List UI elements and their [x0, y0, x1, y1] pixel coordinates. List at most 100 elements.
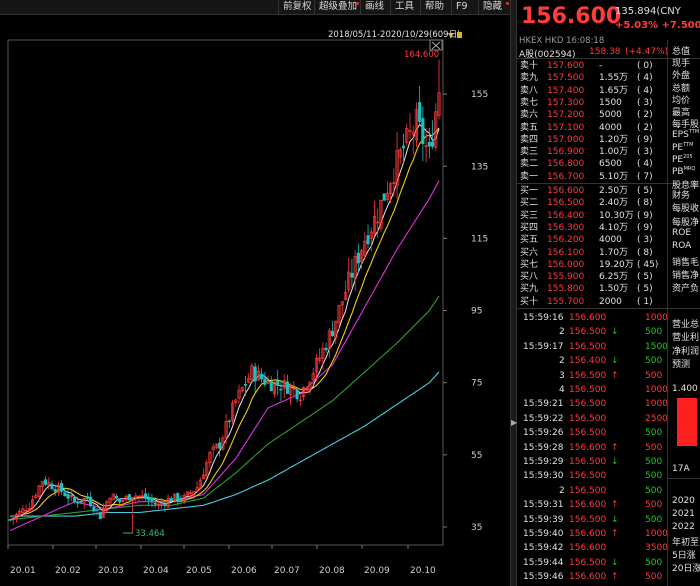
trade-volume: 500	[645, 572, 663, 583]
chart-close-icon[interactable]	[429, 39, 443, 51]
trade-time: 4	[559, 385, 565, 395]
bid-row[interactable]: 买三 156.400 10.30万( 9)	[517, 210, 700, 222]
ask-price: 156.700	[547, 171, 585, 182]
bid-row[interactable]: 买九 155.800 1.50万 ( 5)	[517, 283, 700, 295]
ask-row[interactable]: 卖二 156.800 6500 ( 4)	[517, 158, 700, 170]
bid-row[interactable]: 买十 155.700 2000 ( 1)	[517, 296, 700, 308]
y-tick-label: 155	[471, 90, 488, 100]
trade-direction-icon: ↑	[611, 572, 619, 583]
ask-row[interactable]: 卖四 157.000 1.20万 ( 9)	[517, 134, 700, 146]
trade-row[interactable]: 15:59:46 156.600 ↑ 500	[517, 571, 700, 583]
candle-body	[221, 437, 225, 450]
trade-row[interactable]: 4 156.500 1000	[517, 384, 700, 396]
candle-body	[214, 443, 218, 448]
toolbar-f9-button[interactable]: F9	[451, 0, 472, 14]
toolbar-forward-adjust-button[interactable]: 前复权	[278, 0, 316, 14]
fundamental-label: PETTM	[672, 141, 694, 153]
toolbar-super-overlay-button[interactable]: 超级叠加	[314, 0, 361, 14]
bid-volume: 1.50万	[599, 284, 629, 295]
trade-row[interactable]: 15:59:16 156.600 1000	[517, 312, 700, 324]
toolbar-tools-button[interactable]: 工具	[390, 0, 418, 14]
trade-row[interactable]: 3 156.500 ↑ 500	[517, 370, 700, 382]
y-tick-label: 135	[471, 162, 488, 172]
panel-collapse-handle[interactable]	[510, 0, 517, 586]
ask-volume: 1500	[599, 97, 622, 108]
ask-volume: 1.65万	[599, 85, 629, 96]
toolbar-help-button[interactable]: 帮助	[420, 0, 448, 14]
x-tick-label: 20.05	[186, 566, 212, 576]
trade-row[interactable]: 15:59:29 156.500 ↓ 500	[517, 456, 700, 468]
ask-volume: -	[599, 61, 603, 71]
ask-price: 156.900	[547, 147, 585, 158]
trade-price: 156.500	[569, 399, 607, 410]
trade-row[interactable]: 15:59:40 156.600 ↑ 1000	[517, 528, 700, 540]
bid-row[interactable]: 买五 156.200 4000 ( 3)	[517, 234, 700, 246]
bid-row[interactable]: 买八 155.900 6.25万 ( 5)	[517, 271, 700, 283]
trade-row[interactable]: 15:59:44 156.500 ↓ 500	[517, 557, 700, 569]
trade-row[interactable]: 2 156.400 ↓ 500	[517, 355, 700, 367]
trade-time: 15:59:29	[523, 457, 564, 467]
ask-row[interactable]: 卖六 157.200 5000 ( 2)	[517, 109, 700, 121]
ask-order-count: ( 9)	[637, 134, 653, 145]
candle-body	[208, 451, 212, 463]
candle-body	[11, 517, 15, 521]
exchange-info: HKEX HKD 16:08:18	[519, 36, 605, 46]
chart-dropdown-icon[interactable]	[448, 33, 454, 38]
trade-price: 156.600	[569, 529, 607, 539]
trade-volume: 1000	[645, 529, 668, 539]
trade-time: 15:59:39	[523, 514, 564, 525]
candle-body	[137, 495, 141, 498]
bid-row[interactable]: 买一 156.600 2.50万 ( 5)	[517, 185, 700, 197]
ask-row[interactable]: 卖三 156.900 1.00万 ( 3)	[517, 146, 700, 158]
bid-row[interactable]: 买二 156.500 2.40万 ( 8)	[517, 197, 700, 209]
bid-order-count: ( 3)	[637, 235, 653, 246]
bid-row[interactable]: 买四 156.300 4.10万 ( 9)	[517, 222, 700, 234]
ask-row[interactable]: 卖八 157.400 1.65万 ( 4)	[517, 85, 700, 97]
ask-row[interactable]: 卖五 157.100 4000 ( 2)	[517, 122, 700, 134]
candle-body	[356, 252, 360, 264]
candle-body	[266, 381, 270, 384]
candle-body	[76, 501, 80, 504]
ask-row[interactable]: 卖七 157.300 1500 ( 3)	[517, 97, 700, 109]
trade-row[interactable]: 15:59:21 156.500 1000	[517, 398, 700, 410]
candle-body	[256, 370, 260, 381]
bid-order-count: ( 45)	[637, 259, 659, 270]
trade-row[interactable]: 15:59:30 156.500 500	[517, 470, 700, 482]
trade-time: 15:59:30	[523, 471, 564, 482]
trade-row[interactable]: 15:59:42 156.600 3500	[517, 542, 700, 554]
ask-row[interactable]: 卖一 156.700 5.10万 ( 7)	[517, 171, 700, 183]
candle-body	[231, 402, 235, 421]
candle-body	[192, 491, 196, 496]
fundamental-label: 每手股	[672, 120, 700, 131]
ask-volume: 4000	[599, 122, 622, 133]
trade-row[interactable]: 2 156.500 ↓ 500	[517, 326, 700, 338]
trade-row[interactable]: 15:59:28 156.600 ↑ 500	[517, 442, 700, 454]
bid-row[interactable]: 买七 156.000 19.20万( 45)	[517, 259, 700, 271]
trade-row[interactable]: 2 156.500 500	[517, 485, 700, 497]
chart-lock-icon[interactable]	[457, 32, 462, 38]
candle-body	[250, 365, 254, 380]
candle-body	[389, 183, 393, 194]
toolbar-hide-button[interactable]: 隐藏	[478, 0, 506, 14]
trade-row[interactable]: 15:59:17 156.500 1500	[517, 341, 700, 353]
collapse-arrow-icon[interactable]: ▶	[511, 418, 518, 427]
a-share-label[interactable]: A股(002594)	[519, 50, 576, 60]
trade-row[interactable]: 15:59:22 156.500 2500	[517, 413, 700, 425]
trade-row[interactable]: 15:59:31 156.600 ↑ 500	[517, 499, 700, 511]
ask-row[interactable]: 卖九 157.500 1.55万 ( 4)	[517, 72, 700, 84]
ask-row[interactable]: 卖十 157.600 - ( 0)	[517, 60, 700, 72]
trade-time: 15:59:16	[523, 313, 564, 323]
fundamental-label: 外盘	[672, 71, 691, 82]
candle-body	[195, 487, 199, 492]
toolbar-draw-line-button[interactable]: 画线	[360, 0, 388, 14]
candle-body	[237, 389, 241, 399]
chart-toolbar: 前复权 超级叠加 画线 工具 帮助 F9 隐藏	[0, 0, 512, 15]
ask-price: 157.100	[547, 122, 585, 133]
trade-row[interactable]: 15:59:39 156.500 ↓ 500	[517, 514, 700, 526]
trade-price: 156.500	[569, 457, 607, 467]
candle-body	[189, 492, 193, 494]
trade-volume: 500	[645, 327, 663, 338]
trade-row[interactable]: 15:59:26 156.500 500	[517, 427, 700, 439]
bid-row[interactable]: 买六 156.100 1.70万 ( 8)	[517, 247, 700, 259]
